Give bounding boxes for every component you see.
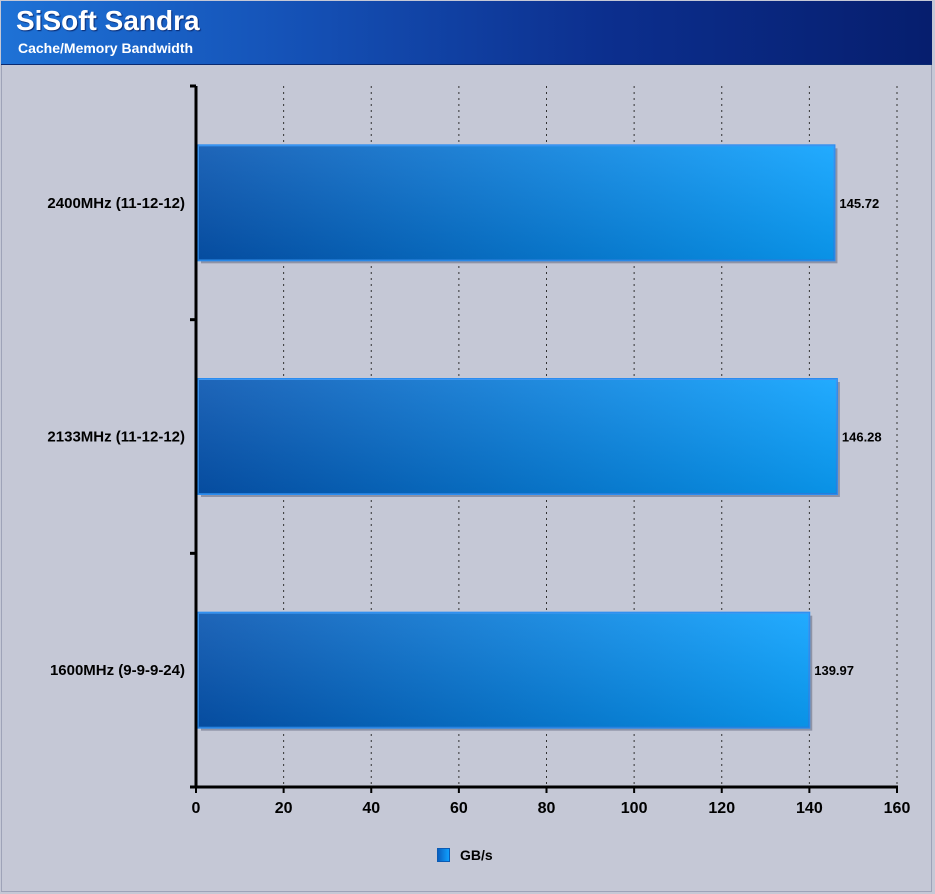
x-tick-label: 80 xyxy=(538,800,556,817)
x-tick-label: 40 xyxy=(362,800,380,817)
category-label: 1600MHz (9-9-9-24) xyxy=(50,662,185,679)
chart-header: SiSoft Sandra Cache/Memory Bandwidth xyxy=(1,1,932,65)
label-layer: 2400MHz (11-12-12) 145.72 2133MHz (11-12-1… xyxy=(47,195,910,817)
bar-highlight xyxy=(198,145,835,261)
legend-label: GB/s xyxy=(460,847,493,863)
category-label: 2400MHz (11-12-12) xyxy=(47,195,185,212)
category-label: 2133MHz (11-12-12) xyxy=(47,429,185,446)
legend: GB/s xyxy=(437,846,493,864)
legend-swatch xyxy=(437,848,450,862)
value-label: 145.72 xyxy=(839,196,879,211)
x-tick-label: 120 xyxy=(708,800,735,817)
x-tick-label: 160 xyxy=(884,800,911,817)
x-tick-label: 140 xyxy=(796,800,823,817)
bar-layer xyxy=(197,144,840,731)
chart-title: SiSoft Sandra xyxy=(16,5,200,36)
bar-highlight xyxy=(198,379,837,494)
x-tick-label: 60 xyxy=(450,800,468,817)
value-label: 146.28 xyxy=(842,430,882,445)
x-tick-label: 20 xyxy=(275,800,293,817)
x-tick-label: 0 xyxy=(192,800,201,817)
chart-subtitle: Cache/Memory Bandwidth xyxy=(18,40,194,56)
x-tick-label: 100 xyxy=(621,800,648,817)
axis-layer xyxy=(190,84,898,793)
value-label: 139.97 xyxy=(814,663,854,678)
bar-highlight xyxy=(198,612,810,728)
